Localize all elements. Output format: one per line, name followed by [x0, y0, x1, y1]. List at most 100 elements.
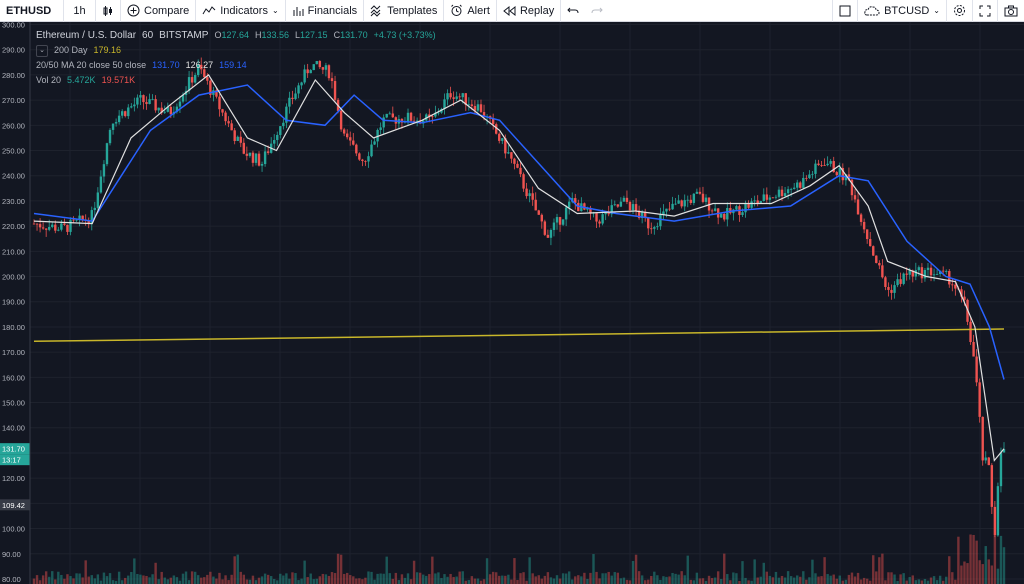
candle-body	[391, 113, 395, 118]
candle-body	[853, 195, 857, 200]
ma200-value: 179.16	[93, 45, 122, 55]
candle-body	[200, 64, 203, 70]
candle-body	[364, 160, 367, 162]
candle-body	[224, 112, 227, 122]
volume-bar	[498, 575, 501, 584]
candle-body	[774, 196, 778, 198]
candle-body	[266, 151, 270, 153]
volume-bar	[914, 580, 918, 584]
price-tag-bg	[0, 454, 30, 466]
candle-body	[555, 217, 559, 223]
volume-bar	[51, 571, 54, 584]
volume-bar	[117, 571, 121, 584]
financials-button[interactable]: Financials	[286, 0, 365, 22]
price-tick-label: 290.00	[2, 46, 25, 55]
candle-body	[303, 69, 306, 83]
candle-body	[811, 173, 814, 175]
candle-body	[63, 223, 66, 225]
legend-ma200-row[interactable]: ⌄ 200 Day 179.16	[36, 43, 436, 58]
volume-bar	[257, 577, 261, 584]
price-chart[interactable]: 300.00 290.00 280.00 270.00 260.00 250.00 240.…	[0, 22, 1024, 584]
volume-bar	[203, 577, 206, 584]
candle-body	[361, 159, 364, 161]
candle-body	[315, 61, 318, 65]
candle-body	[896, 279, 899, 286]
candle-body	[713, 208, 717, 211]
candle-body	[367, 156, 370, 162]
candle-body	[865, 229, 869, 240]
volume-bar	[701, 578, 705, 584]
candle-body	[242, 142, 246, 154]
candle-body	[872, 246, 875, 256]
symbol-search[interactable]: ETHUSD	[0, 0, 64, 22]
replay-button[interactable]: Replay	[497, 0, 562, 22]
volume-bar	[415, 572, 419, 584]
candle-body	[114, 122, 118, 124]
volume-bar	[464, 580, 467, 584]
ma50-value: 159.14	[219, 60, 247, 70]
volume-bar	[583, 572, 586, 584]
candle-body	[491, 118, 495, 125]
candle-body	[44, 228, 48, 230]
volume-bar	[200, 577, 203, 584]
redo-button[interactable]	[585, 0, 609, 22]
volume-bar	[571, 579, 574, 584]
candle-body	[273, 140, 276, 144]
volume-bar	[111, 580, 115, 584]
chart-type-button[interactable]	[96, 0, 121, 22]
volume-bar	[917, 579, 921, 584]
price-tag-bg	[0, 499, 30, 511]
legend-vol-row[interactable]: Vol 20 5.472K 19.571K	[36, 73, 436, 88]
volume-bar	[467, 580, 471, 584]
volume-bar	[668, 576, 671, 584]
volume-bar	[461, 571, 464, 584]
undo-button[interactable]	[561, 0, 585, 22]
candle-body	[534, 199, 537, 211]
candle-body	[808, 174, 811, 179]
snapshot-button[interactable]	[997, 0, 1024, 22]
volume-bar	[367, 571, 370, 584]
candle-body	[285, 106, 288, 123]
volume-bar	[120, 580, 124, 584]
ma20-value: 131.70	[152, 60, 180, 70]
price-tick-label: 270.00	[2, 96, 25, 105]
candle-body	[522, 174, 525, 189]
volume-bar	[789, 576, 793, 584]
volume-bar	[513, 558, 516, 584]
candle-body	[704, 197, 708, 202]
price-tick-label: 109.42	[2, 501, 25, 510]
interval-button[interactable]: 1h	[64, 0, 96, 22]
price-tick-label: 90.00	[2, 550, 21, 559]
candle-body	[1002, 449, 1006, 453]
candle-body	[355, 144, 358, 154]
candle-body	[878, 262, 881, 266]
indicators-button[interactable]: Indicators ⌄	[196, 0, 286, 22]
volume-bar	[248, 579, 252, 584]
legend-ma-row[interactable]: 20/50 MA 20 close 50 close 131.70 126.27…	[36, 58, 436, 73]
volume-bar	[859, 579, 863, 584]
volume-bar	[473, 578, 477, 584]
candle-body	[327, 65, 331, 79]
collapse-legend-icon[interactable]: ⌄	[36, 44, 48, 57]
settings-button[interactable]	[946, 0, 972, 22]
compare-button[interactable]: Compare	[121, 0, 197, 22]
volume-bar	[382, 573, 385, 584]
alert-button[interactable]: Alert	[444, 0, 497, 22]
volume-bar	[771, 577, 775, 584]
compare-symbol-button[interactable]: BTCUSD ⌄	[857, 0, 946, 22]
candle-body	[586, 207, 589, 210]
volume-bar	[908, 577, 911, 584]
candle-body	[513, 158, 516, 164]
candle-body	[245, 153, 249, 156]
volume-bar	[300, 578, 303, 584]
candle-body	[342, 129, 346, 134]
volume-bar	[829, 575, 832, 584]
volume-bar	[458, 571, 461, 584]
volume-bar	[984, 546, 987, 584]
templates-button[interactable]: Templates	[364, 0, 445, 22]
templates-icon	[370, 4, 381, 17]
volume-bar	[224, 575, 227, 584]
fullscreen-button[interactable]	[972, 0, 997, 22]
fullscreen-select-button[interactable]	[832, 0, 857, 22]
volume-bar	[665, 576, 668, 584]
